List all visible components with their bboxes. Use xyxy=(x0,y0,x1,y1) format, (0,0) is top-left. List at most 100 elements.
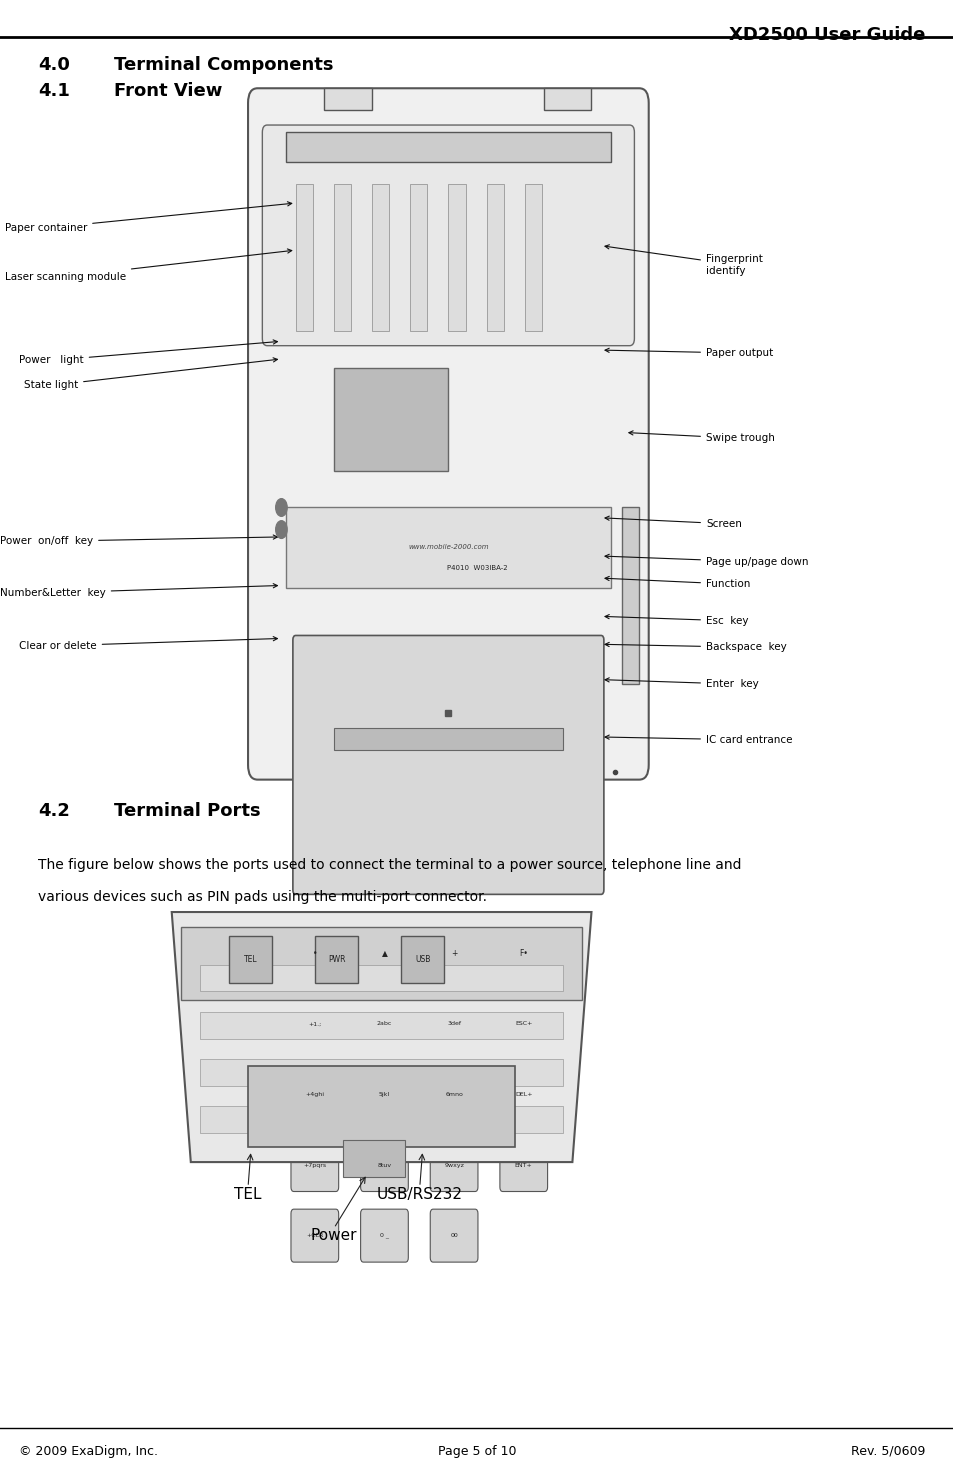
FancyBboxPatch shape xyxy=(499,997,547,1050)
FancyBboxPatch shape xyxy=(293,635,603,894)
Text: Terminal Ports: Terminal Ports xyxy=(114,802,261,819)
Text: Terminal Components: Terminal Components xyxy=(114,56,334,74)
FancyBboxPatch shape xyxy=(291,1209,338,1262)
Text: 2abc: 2abc xyxy=(376,1021,392,1027)
Text: 8tuv: 8tuv xyxy=(377,1162,391,1168)
Text: Power: Power xyxy=(311,1228,356,1243)
Bar xyxy=(524,184,541,331)
Bar xyxy=(200,1012,562,1039)
FancyBboxPatch shape xyxy=(248,88,648,780)
Text: Power   light: Power light xyxy=(19,340,277,365)
Text: 4.2: 4.2 xyxy=(38,802,70,819)
Text: 3def: 3def xyxy=(447,1021,460,1027)
Text: F•: F• xyxy=(518,949,528,958)
Text: •: • xyxy=(313,949,316,958)
Text: 4.0: 4.0 xyxy=(38,56,70,74)
Text: +: + xyxy=(451,949,456,958)
Text: 0 _: 0 _ xyxy=(379,1233,389,1239)
Text: 6mno: 6mno xyxy=(445,1091,462,1097)
FancyBboxPatch shape xyxy=(360,1139,408,1192)
Bar xyxy=(621,507,639,684)
FancyBboxPatch shape xyxy=(430,1068,477,1121)
Text: P4010  W03IBA-2: P4010 W03IBA-2 xyxy=(446,565,507,571)
Text: Fingerprint
identify: Fingerprint identify xyxy=(604,244,762,275)
Text: State light: State light xyxy=(24,357,277,390)
FancyBboxPatch shape xyxy=(499,927,547,980)
Text: Screen: Screen xyxy=(604,516,741,528)
Bar xyxy=(343,1140,405,1177)
FancyBboxPatch shape xyxy=(499,1068,547,1121)
Text: ▲: ▲ xyxy=(381,949,387,958)
Bar xyxy=(229,936,272,983)
Text: Paper output: Paper output xyxy=(604,349,772,357)
Text: Front View: Front View xyxy=(114,82,223,100)
Text: PWR: PWR xyxy=(328,955,345,964)
Circle shape xyxy=(275,499,287,516)
FancyBboxPatch shape xyxy=(430,1139,477,1192)
Text: Enter  key: Enter key xyxy=(604,678,758,688)
Text: The figure below shows the ports used to connect the terminal to a power source,: The figure below shows the ports used to… xyxy=(38,858,740,872)
Bar xyxy=(286,132,610,162)
FancyBboxPatch shape xyxy=(360,927,408,980)
Bar xyxy=(200,1059,562,1086)
FancyBboxPatch shape xyxy=(499,1139,547,1192)
Circle shape xyxy=(275,521,287,538)
FancyBboxPatch shape xyxy=(262,125,634,346)
Text: Rev. 5/0609: Rev. 5/0609 xyxy=(850,1445,924,1458)
Bar xyxy=(248,1066,515,1147)
Bar xyxy=(334,728,562,750)
Bar xyxy=(448,184,465,331)
Bar xyxy=(295,184,313,331)
Text: Esc  key: Esc key xyxy=(604,615,748,625)
Text: +1.;: +1.; xyxy=(308,1021,321,1027)
Bar xyxy=(372,184,389,331)
FancyBboxPatch shape xyxy=(291,927,338,980)
Text: Clear or delete: Clear or delete xyxy=(19,637,277,650)
Text: Paper container: Paper container xyxy=(5,202,292,232)
Bar xyxy=(314,936,357,983)
Text: Swipe trough: Swipe trough xyxy=(628,431,774,443)
Bar xyxy=(200,1106,562,1133)
FancyBboxPatch shape xyxy=(430,927,477,980)
Text: 4.1: 4.1 xyxy=(38,82,70,100)
FancyBboxPatch shape xyxy=(430,1209,477,1262)
Text: 00: 00 xyxy=(450,1233,457,1239)
Bar xyxy=(486,184,503,331)
FancyBboxPatch shape xyxy=(291,1139,338,1192)
Text: Page 5 of 10: Page 5 of 10 xyxy=(437,1445,516,1458)
Text: © 2009 ExaDigm, Inc.: © 2009 ExaDigm, Inc. xyxy=(19,1445,158,1458)
Text: TEL: TEL xyxy=(244,955,257,964)
Text: ENT+: ENT+ xyxy=(515,1162,532,1168)
Text: ESC+: ESC+ xyxy=(515,1021,532,1027)
Text: XD2500 User Guide: XD2500 User Guide xyxy=(728,26,924,44)
Text: IC card entrance: IC card entrance xyxy=(604,736,792,744)
Text: Number&Letter  key: Number&Letter key xyxy=(0,584,277,597)
Text: +4ghi: +4ghi xyxy=(305,1091,324,1097)
Bar xyxy=(410,184,427,331)
Text: Power  on/off  key: Power on/off key xyxy=(0,535,277,546)
FancyBboxPatch shape xyxy=(360,1068,408,1121)
Bar xyxy=(181,927,581,1000)
Text: www.mobile-2000.com: www.mobile-2000.com xyxy=(408,544,488,550)
Text: USB: USB xyxy=(415,955,430,964)
FancyBboxPatch shape xyxy=(291,1068,338,1121)
Polygon shape xyxy=(172,912,591,1162)
Text: 5jkl: 5jkl xyxy=(378,1091,390,1097)
Text: +CLR: +CLR xyxy=(306,1233,323,1239)
Text: Function: Function xyxy=(604,577,750,588)
Text: TEL: TEL xyxy=(234,1187,261,1202)
Bar xyxy=(543,88,591,110)
Text: 9wxyz: 9wxyz xyxy=(444,1162,463,1168)
Text: Laser scanning module: Laser scanning module xyxy=(5,249,292,281)
FancyBboxPatch shape xyxy=(430,997,477,1050)
Text: various devices such as PIN pads using the multi-port connector.: various devices such as PIN pads using t… xyxy=(38,890,487,905)
Text: DEL+: DEL+ xyxy=(515,1091,532,1097)
Text: USB/RS232: USB/RS232 xyxy=(376,1187,462,1202)
Text: Backspace  key: Backspace key xyxy=(604,643,786,652)
FancyBboxPatch shape xyxy=(291,997,338,1050)
Bar xyxy=(334,368,448,471)
FancyBboxPatch shape xyxy=(360,1209,408,1262)
FancyBboxPatch shape xyxy=(360,997,408,1050)
Bar xyxy=(400,936,443,983)
Bar xyxy=(200,965,562,991)
